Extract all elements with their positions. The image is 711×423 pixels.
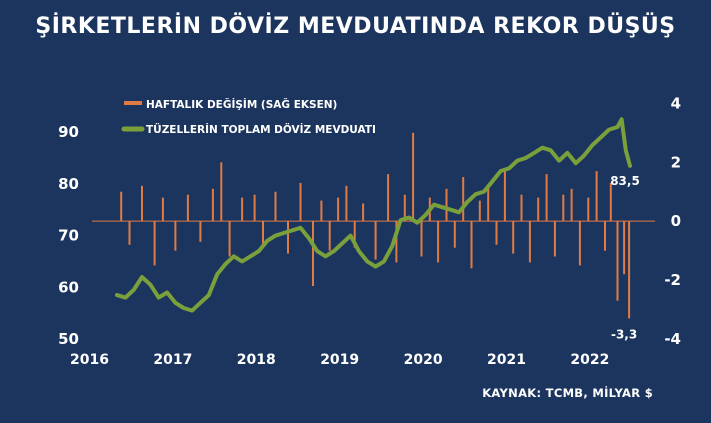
bar-weekly-change bbox=[553, 221, 556, 257]
bar-weekly-change bbox=[220, 162, 223, 222]
x-axis-tick-label: 2021 bbox=[487, 352, 526, 368]
right-axis-tick-label: 2 bbox=[671, 153, 681, 171]
bar-weekly-change bbox=[616, 221, 619, 301]
bar-weekly-change bbox=[412, 132, 415, 222]
right-axis-ticks: 4 2 0 -2 -4 bbox=[664, 94, 681, 348]
x-axis-tick-label: 2022 bbox=[570, 352, 609, 368]
bar-weekly-change bbox=[337, 197, 340, 222]
bar-weekly-change bbox=[128, 221, 131, 245]
x-axis-tick-label: 2019 bbox=[320, 352, 359, 368]
bar-weekly-change bbox=[595, 171, 598, 222]
bar-weekly-change bbox=[503, 168, 506, 222]
bar-weekly-change bbox=[395, 221, 398, 263]
legend: HAFTALIK DEĞİŞİM (SAĞ EKSEN) TÜZELLERİN … bbox=[121, 97, 376, 136]
left-axis-tick-label: 50 bbox=[58, 330, 79, 348]
bar-weekly-change bbox=[199, 221, 202, 242]
bar-weekly-change bbox=[161, 197, 164, 222]
bar-weekly-change bbox=[623, 221, 626, 275]
left-axis-ticks: 90 80 70 60 50 bbox=[58, 123, 79, 348]
annotation-last-deposit: 83,5 bbox=[610, 174, 640, 188]
right-axis-tick-label: 0 bbox=[671, 212, 681, 230]
bar-weekly-change bbox=[570, 188, 573, 222]
bar-weekly-change bbox=[420, 221, 423, 257]
right-axis-tick-label: -4 bbox=[664, 330, 681, 348]
bar-weekly-change bbox=[445, 188, 448, 222]
right-axis-tick-label: 4 bbox=[671, 94, 681, 112]
x-axis-tick-label: 2020 bbox=[404, 352, 443, 368]
bar-weekly-change bbox=[520, 194, 523, 222]
bar-weekly-change bbox=[141, 185, 143, 222]
weekly-change-bars bbox=[120, 132, 631, 319]
bar-weekly-change bbox=[609, 182, 612, 222]
bar-weekly-change bbox=[578, 221, 581, 266]
bar-weekly-change bbox=[453, 221, 456, 248]
bar-weekly-change bbox=[403, 194, 406, 222]
bar-weekly-change bbox=[470, 221, 473, 269]
annotation-last-change: -3,3 bbox=[611, 327, 637, 341]
bar-weekly-change bbox=[253, 194, 256, 222]
bar-weekly-change bbox=[120, 191, 123, 222]
left-axis-tick-label: 70 bbox=[58, 227, 79, 245]
chart-title: ŞİRKETLERİN DÖVİZ MEVDUATINDA REKOR DÜŞÜ… bbox=[35, 14, 676, 39]
bar-weekly-change bbox=[353, 221, 356, 248]
bar-weekly-change bbox=[186, 194, 189, 222]
x-axis-tick-label: 2018 bbox=[237, 352, 276, 368]
bar-weekly-change bbox=[387, 174, 390, 222]
bar-weekly-change bbox=[587, 197, 590, 222]
bar-weekly-change bbox=[211, 188, 214, 222]
right-axis-tick-label: -2 bbox=[664, 271, 681, 289]
left-axis-tick-label: 60 bbox=[58, 278, 79, 296]
bar-weekly-change bbox=[374, 221, 377, 260]
bar-weekly-change bbox=[262, 221, 264, 245]
bar-weekly-change bbox=[495, 221, 498, 245]
bar-weekly-change bbox=[312, 221, 314, 286]
bar-weekly-change bbox=[537, 197, 540, 222]
legend-swatch-bar bbox=[124, 101, 142, 105]
x-axis-tick-label: 2016 bbox=[70, 352, 109, 368]
bar-weekly-change bbox=[287, 221, 289, 254]
bar-weekly-change bbox=[604, 221, 606, 251]
bar-weekly-change bbox=[478, 200, 481, 222]
left-axis-tick-label: 90 bbox=[58, 123, 79, 141]
bar-weekly-change bbox=[528, 221, 531, 263]
bar-weekly-change bbox=[362, 203, 365, 222]
bar-weekly-change bbox=[545, 174, 548, 222]
total-deposit-line bbox=[115, 117, 632, 313]
bar-weekly-change bbox=[153, 221, 156, 266]
bar-weekly-change bbox=[487, 185, 490, 222]
bar-weekly-change bbox=[437, 221, 440, 263]
bar-weekly-change bbox=[241, 197, 244, 222]
bar-weekly-change bbox=[299, 182, 302, 222]
bar-weekly-change bbox=[174, 221, 177, 251]
bar-weekly-change bbox=[628, 221, 631, 319]
bar-weekly-change bbox=[320, 200, 323, 222]
bar-weekly-change bbox=[562, 194, 565, 222]
left-axis-tick-label: 80 bbox=[58, 175, 79, 193]
bar-weekly-change bbox=[328, 221, 331, 251]
bar-weekly-change bbox=[512, 221, 515, 254]
x-axis-tick-label: 2017 bbox=[153, 352, 192, 368]
legend-label-bar: HAFTALIK DEĞİŞİM (SAĞ EKSEN) bbox=[146, 97, 337, 111]
bar-weekly-change bbox=[345, 185, 348, 222]
bar-weekly-change bbox=[228, 221, 231, 257]
legend-label-line: TÜZELLERİN TOPLAM DÖVİZ MEVDUATI bbox=[146, 122, 376, 136]
bar-weekly-change bbox=[274, 191, 277, 222]
x-axis-ticks: 2016 2017 2018 2019 2020 2021 2022 bbox=[70, 352, 609, 368]
bar-weekly-change bbox=[462, 177, 465, 222]
source-note: KAYNAK: TCMB, MİLYAR $ bbox=[482, 386, 653, 400]
